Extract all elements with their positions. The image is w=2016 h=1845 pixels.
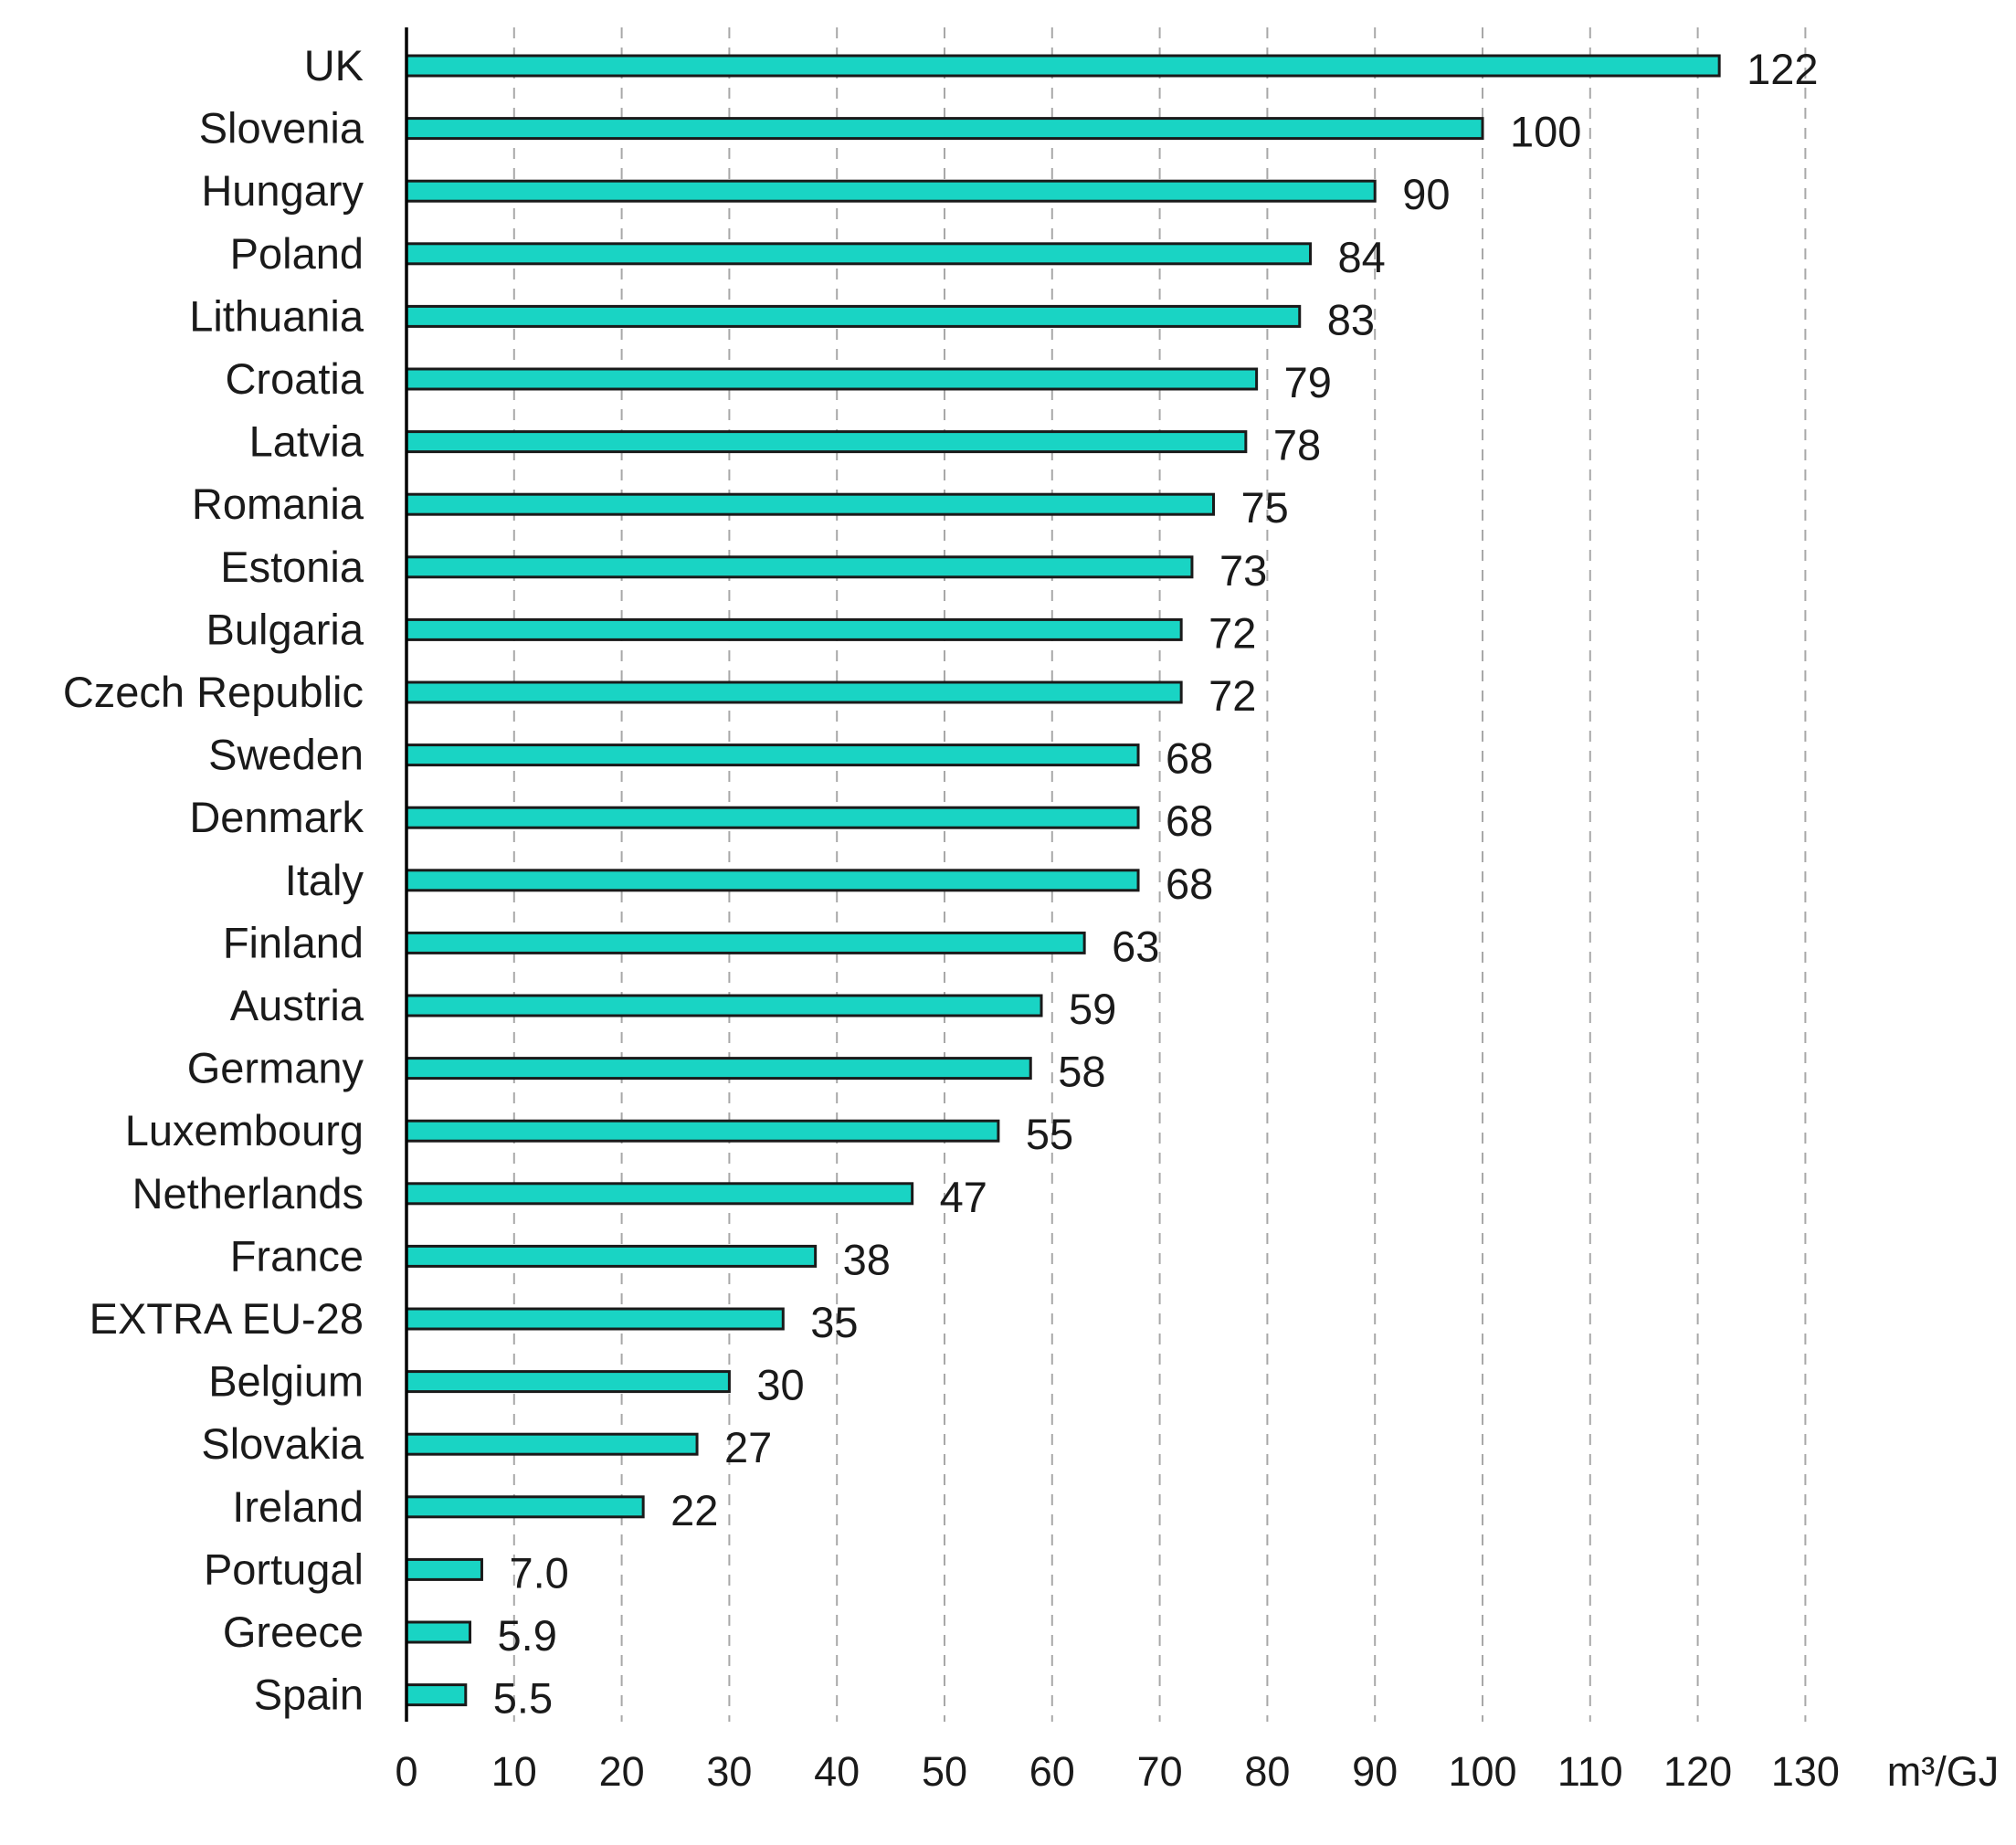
value-label-0: 122 <box>1747 45 1818 93</box>
value-label-1: 100 <box>1510 108 1581 156</box>
category-label-14: Finland <box>223 918 364 966</box>
bar-9 <box>405 617 1183 641</box>
value-label-3: 84 <box>1338 233 1386 281</box>
bar-0 <box>405 54 1721 78</box>
value-label-2: 90 <box>1402 170 1450 218</box>
x-tick-label-50: 50 <box>922 1748 967 1795</box>
bar-14 <box>405 931 1086 954</box>
category-label-26: Spain <box>254 1671 364 1719</box>
value-label-9: 72 <box>1209 608 1256 657</box>
value-label-5: 79 <box>1284 358 1332 406</box>
category-label-9: Bulgaria <box>206 605 364 653</box>
value-label-11: 68 <box>1166 734 1213 783</box>
x-tick-label-90: 90 <box>1352 1748 1398 1795</box>
category-label-20: EXTRA EU-28 <box>90 1294 364 1343</box>
x-tick-label-40: 40 <box>814 1748 860 1795</box>
category-label-12: Denmark <box>189 793 364 841</box>
x-tick-label-130: 130 <box>1771 1748 1840 1795</box>
x-tick-label-100: 100 <box>1448 1748 1516 1795</box>
value-label-21: 30 <box>756 1361 804 1409</box>
value-label-14: 63 <box>1112 922 1159 970</box>
value-label-8: 73 <box>1219 546 1267 595</box>
bar-2 <box>405 179 1377 203</box>
labels: 0 10 20 30 40 50 60 70 80 90 100 110 120 130 UK 122 Slov… <box>63 41 1840 1795</box>
category-label-4: Lithuania <box>189 291 364 340</box>
value-label-12: 68 <box>1166 796 1213 845</box>
bar-16 <box>405 1057 1032 1081</box>
bar-12 <box>405 806 1140 829</box>
category-label-23: Ireland <box>232 1482 364 1531</box>
bar-23 <box>405 1495 645 1519</box>
bar-6 <box>405 430 1248 454</box>
value-label-22: 27 <box>724 1423 772 1471</box>
category-label-7: Romania <box>192 480 364 528</box>
x-tick-label-70: 70 <box>1137 1748 1183 1795</box>
x-tick-label-30: 30 <box>706 1748 752 1795</box>
category-label-19: France <box>230 1231 364 1280</box>
x-tick-label-60: 60 <box>1029 1748 1075 1795</box>
value-label-18: 47 <box>940 1173 987 1221</box>
category-label-3: Poland <box>230 229 364 278</box>
bars <box>405 54 1721 1707</box>
x-tick-label-120: 120 <box>1663 1748 1732 1795</box>
bar-19 <box>405 1244 818 1268</box>
category-label-10: Czech Republic <box>63 668 364 716</box>
bar-25 <box>405 1620 472 1644</box>
category-label-25: Greece <box>223 1608 364 1656</box>
category-label-18: Netherlands <box>132 1169 364 1218</box>
value-label-10: 72 <box>1209 671 1256 720</box>
category-label-6: Latvia <box>249 417 364 466</box>
category-label-21: Belgium <box>208 1357 364 1406</box>
value-label-15: 59 <box>1069 985 1116 1033</box>
category-label-11: Sweden <box>208 731 364 779</box>
bar-15 <box>405 994 1043 1017</box>
bar-17 <box>405 1119 1000 1143</box>
category-label-1: Slovenia <box>199 104 364 153</box>
bar-4 <box>405 304 1302 328</box>
category-label-24: Portugal <box>204 1545 364 1593</box>
category-label-15: Austria <box>230 981 364 1029</box>
x-tick-label-10: 10 <box>491 1748 537 1795</box>
value-label-24: 7.0 <box>509 1548 568 1597</box>
bar-5 <box>405 367 1259 391</box>
category-label-5: Croatia <box>225 354 364 403</box>
value-label-26: 5.5 <box>493 1674 553 1723</box>
value-label-16: 58 <box>1058 1048 1105 1096</box>
bar-26 <box>405 1683 468 1707</box>
bar-20 <box>405 1307 785 1331</box>
value-label-7: 75 <box>1241 483 1289 532</box>
bar-1 <box>405 117 1484 141</box>
bar-24 <box>405 1557 483 1581</box>
value-label-20: 35 <box>810 1298 858 1346</box>
category-label-0: UK <box>304 41 364 90</box>
x-tick-label-110: 110 <box>1557 1748 1623 1795</box>
x-tick-label-80: 80 <box>1244 1748 1290 1795</box>
category-label-2: Hungary <box>201 166 364 215</box>
category-label-16: Germany <box>187 1044 364 1092</box>
bar-13 <box>405 869 1140 892</box>
bar-8 <box>405 555 1194 579</box>
category-label-17: Luxembourg <box>125 1106 364 1154</box>
category-label-8: Estonia <box>220 543 364 591</box>
bar-10 <box>405 680 1183 704</box>
value-label-4: 83 <box>1327 295 1375 343</box>
bar-11 <box>405 743 1140 767</box>
value-label-6: 78 <box>1273 421 1321 469</box>
x-tick-label-20: 20 <box>599 1748 645 1795</box>
bar-22 <box>405 1432 699 1456</box>
value-label-25: 5.9 <box>498 1611 557 1660</box>
bar-7 <box>405 492 1215 516</box>
category-label-13: Italy <box>285 856 364 904</box>
bar-3 <box>405 242 1313 266</box>
category-label-22: Slovakia <box>201 1419 364 1468</box>
value-label-19: 38 <box>843 1235 891 1283</box>
bar-18 <box>405 1182 914 1206</box>
value-label-17: 55 <box>1026 1110 1073 1158</box>
bar-21 <box>405 1370 731 1394</box>
x-tick-label-0: 0 <box>395 1748 417 1795</box>
value-label-23: 22 <box>670 1486 718 1534</box>
x-axis-unit-label: m³/GJ <box>1887 1748 1999 1795</box>
value-label-13: 68 <box>1166 859 1213 908</box>
